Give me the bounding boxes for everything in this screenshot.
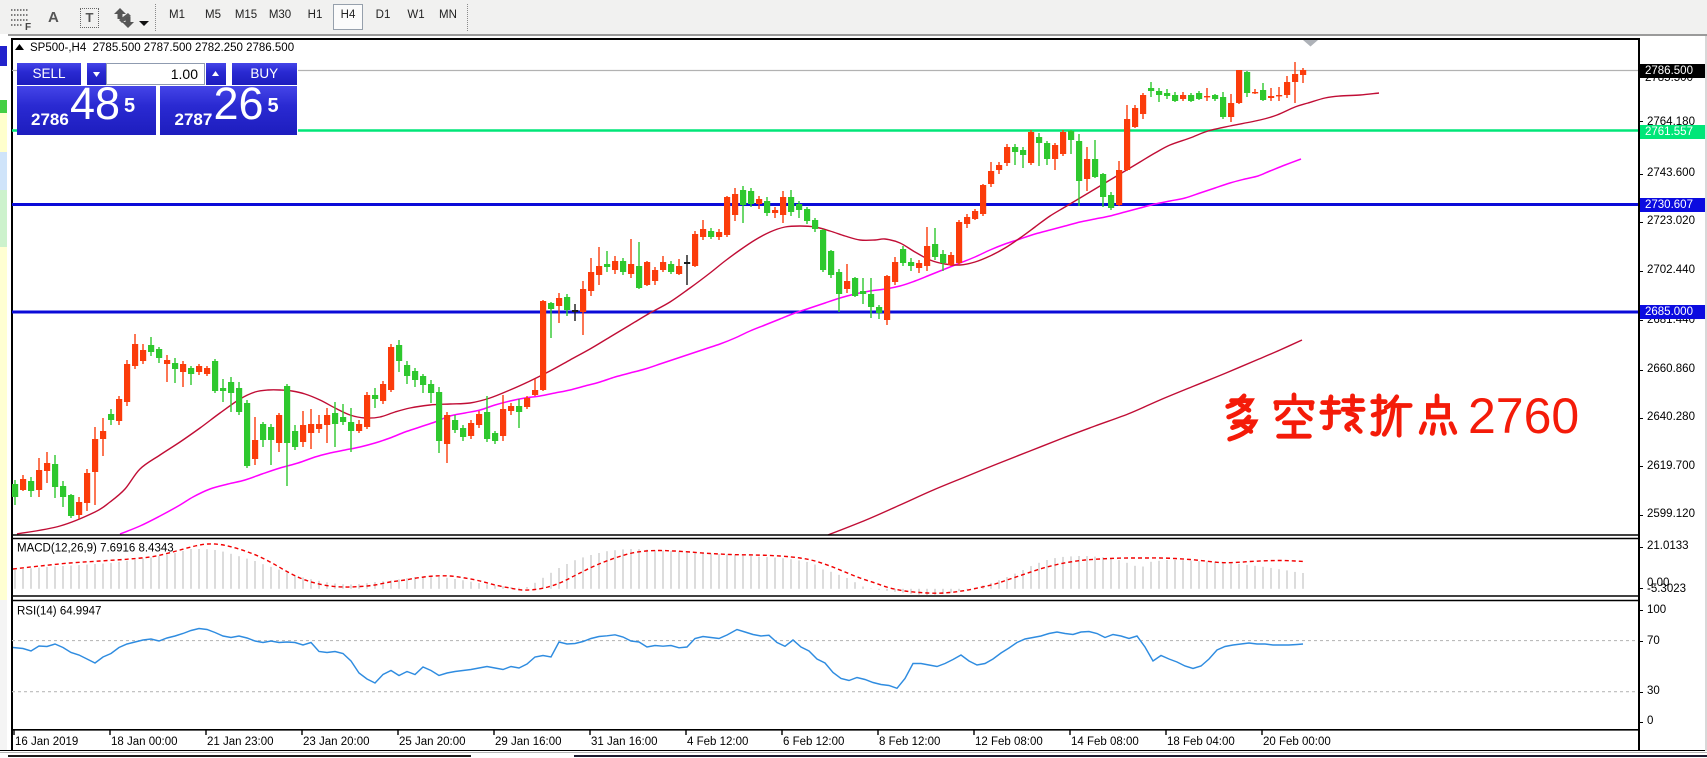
svg-text:MACD(12,26,9) 7.6916 8.4343: MACD(12,26,9) 7.6916 8.4343 bbox=[17, 543, 174, 555]
svg-text:F: F bbox=[25, 22, 31, 31]
svg-text:14 Feb 08:00: 14 Feb 08:00 bbox=[1071, 736, 1139, 748]
svg-text:18 Jan 00:00: 18 Jan 00:00 bbox=[111, 736, 178, 748]
svg-text:25 Jan 20:00: 25 Jan 20:00 bbox=[399, 736, 466, 748]
svg-text:29 Jan 16:00: 29 Jan 16:00 bbox=[495, 736, 562, 748]
svg-text:20 Feb 00:00: 20 Feb 00:00 bbox=[1263, 736, 1331, 748]
svg-text:RSI(14) 64.9947: RSI(14) 64.9947 bbox=[17, 606, 101, 618]
svg-text:12 Feb 08:00: 12 Feb 08:00 bbox=[975, 736, 1043, 748]
svg-text:8 Feb 12:00: 8 Feb 12:00 bbox=[879, 736, 940, 748]
svg-text:SP500-,H4 2785.500 2787.500 2: SP500-,H4 2785.500 2787.500 2782.250 278… bbox=[30, 42, 294, 54]
svg-text:4 Feb 12:00: 4 Feb 12:00 bbox=[687, 736, 748, 748]
svg-text:18 Feb 04:00: 18 Feb 04:00 bbox=[1167, 736, 1235, 748]
svg-text:2760: 2760 bbox=[1468, 388, 1579, 444]
svg-text:21 Jan 23:00: 21 Jan 23:00 bbox=[207, 736, 274, 748]
svg-text:16 Jan 2019: 16 Jan 2019 bbox=[15, 736, 78, 748]
svg-text:23 Jan 20:00: 23 Jan 20:00 bbox=[303, 736, 370, 748]
svg-text:31 Jan 16:00: 31 Jan 16:00 bbox=[591, 736, 658, 748]
svg-text:6 Feb 12:00: 6 Feb 12:00 bbox=[783, 736, 844, 748]
